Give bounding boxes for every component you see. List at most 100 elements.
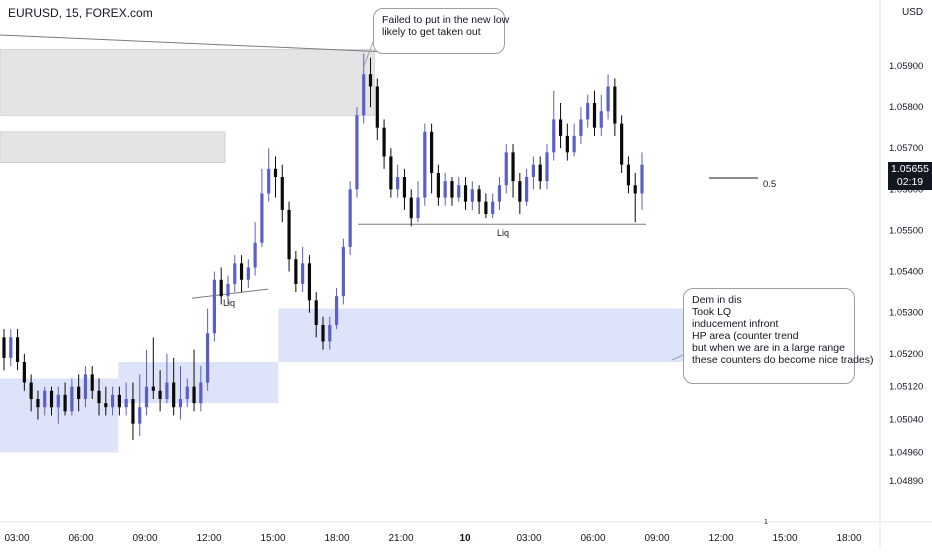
candle-body[interactable]	[63, 394, 67, 412]
candle-body[interactable]	[233, 263, 237, 284]
candle-body[interactable]	[22, 362, 26, 383]
candle-body[interactable]	[558, 119, 563, 136]
candle-body[interactable]	[382, 127, 386, 157]
candle-body[interactable]	[253, 242, 257, 268]
candle-body[interactable]	[260, 193, 264, 243]
candle-body[interactable]	[239, 263, 244, 280]
candle-body[interactable]	[36, 399, 40, 408]
candle-body[interactable]	[348, 189, 352, 247]
candle-body[interactable]	[620, 123, 624, 165]
candle-body[interactable]	[104, 403, 108, 408]
candle-body[interactable]	[144, 386, 149, 408]
candle-body[interactable]	[124, 399, 128, 408]
candle-body[interactable]	[165, 382, 169, 399]
candle-body[interactable]	[2, 337, 6, 358]
candle-body[interactable]	[389, 156, 393, 190]
candle-body[interactable]	[409, 197, 413, 219]
candle-body[interactable]	[626, 164, 631, 186]
candle-body[interactable]	[151, 386, 155, 391]
candle-body[interactable]	[491, 201, 495, 214]
candle-body[interactable]	[477, 189, 481, 202]
candle-body[interactable]	[185, 386, 189, 399]
candle-body[interactable]	[450, 181, 454, 198]
candle-body[interactable]	[192, 386, 196, 404]
candle-body[interactable]	[362, 74, 366, 116]
liq-line-left[interactable]	[191, 288, 269, 299]
candle-body[interactable]	[328, 325, 332, 342]
candle-body[interactable]	[321, 325, 325, 342]
callout-failed-low[interactable]: Failed to put in the new low likely to g…	[373, 8, 509, 54]
candle-body[interactable]	[90, 374, 94, 391]
trend-line-top[interactable]	[0, 34, 411, 54]
currency-label[interactable]: USD	[902, 7, 924, 18]
candle-body[interactable]	[280, 177, 284, 210]
candle-body[interactable]	[443, 181, 447, 198]
candle-body[interactable]	[463, 185, 468, 202]
supply-zone[interactable]	[0, 131, 226, 163]
candle-body[interactable]	[117, 394, 121, 408]
supply-zone[interactable]	[0, 49, 375, 116]
candle-body[interactable]	[56, 394, 60, 408]
candle-body[interactable]	[613, 86, 617, 124]
candle-body[interactable]	[518, 181, 522, 202]
candle-body[interactable]	[341, 246, 345, 297]
candle-body[interactable]	[599, 111, 603, 128]
candle-body[interactable]	[484, 201, 488, 214]
candle-body[interactable]	[70, 386, 74, 412]
candle-body[interactable]	[565, 135, 569, 153]
candle-body[interactable]	[158, 390, 162, 399]
candle-body[interactable]	[97, 390, 101, 404]
candle-body[interactable]	[301, 263, 305, 284]
candle-body[interactable]	[497, 185, 502, 202]
candle-body[interactable]	[545, 152, 549, 182]
candle-body[interactable]	[307, 263, 312, 301]
candle-body[interactable]	[416, 197, 420, 219]
candle-body[interactable]	[226, 283, 230, 297]
candle-body[interactable]	[138, 407, 142, 424]
candle-body[interactable]	[640, 164, 644, 194]
candle-body[interactable]	[402, 177, 407, 198]
candle-body[interactable]	[199, 382, 203, 404]
candle-body[interactable]	[273, 168, 278, 177]
candle-body[interactable]	[43, 390, 47, 408]
candle-body[interactable]	[219, 279, 223, 297]
candle-body[interactable]	[246, 267, 250, 280]
candle-body[interactable]	[375, 86, 379, 128]
candle-body[interactable]	[77, 386, 81, 399]
candle-body[interactable]	[110, 394, 115, 408]
candle-body[interactable]	[511, 152, 515, 182]
candles-layer[interactable]	[2, 53, 644, 441]
candle-body[interactable]	[287, 209, 291, 260]
candle-body[interactable]	[83, 374, 88, 399]
candle-body[interactable]	[579, 119, 583, 136]
candle-body[interactable]	[396, 177, 400, 190]
candle-body[interactable]	[457, 185, 461, 198]
candle-body[interactable]	[355, 115, 359, 190]
callout-demand-notes[interactable]: Dem in dis Took LQ inducement infront HP…	[683, 288, 874, 384]
demand-zone[interactable]	[118, 362, 279, 404]
candle-body[interactable]	[172, 382, 176, 408]
candle-body[interactable]	[294, 259, 298, 284]
candle-body[interactable]	[586, 103, 590, 120]
candle-body[interactable]	[423, 131, 427, 198]
candle-body[interactable]	[470, 189, 474, 202]
candle-body[interactable]	[606, 86, 610, 112]
candle-body[interactable]	[178, 399, 183, 408]
candle-body[interactable]	[9, 337, 13, 358]
candle-body[interactable]	[206, 333, 210, 383]
candle-body[interactable]	[334, 296, 339, 325]
candle-body[interactable]	[314, 300, 318, 325]
candle-body[interactable]	[131, 399, 135, 424]
candle-body[interactable]	[504, 152, 508, 186]
candle-body[interactable]	[633, 185, 637, 194]
candle-body[interactable]	[49, 390, 54, 408]
candle-body[interactable]	[525, 177, 529, 202]
candle-body[interactable]	[592, 103, 597, 128]
candle-body[interactable]	[436, 172, 440, 198]
candle-body[interactable]	[552, 119, 556, 153]
candle-body[interactable]	[531, 164, 536, 177]
demand-zone[interactable]	[0, 378, 119, 453]
candle-body[interactable]	[29, 382, 33, 399]
